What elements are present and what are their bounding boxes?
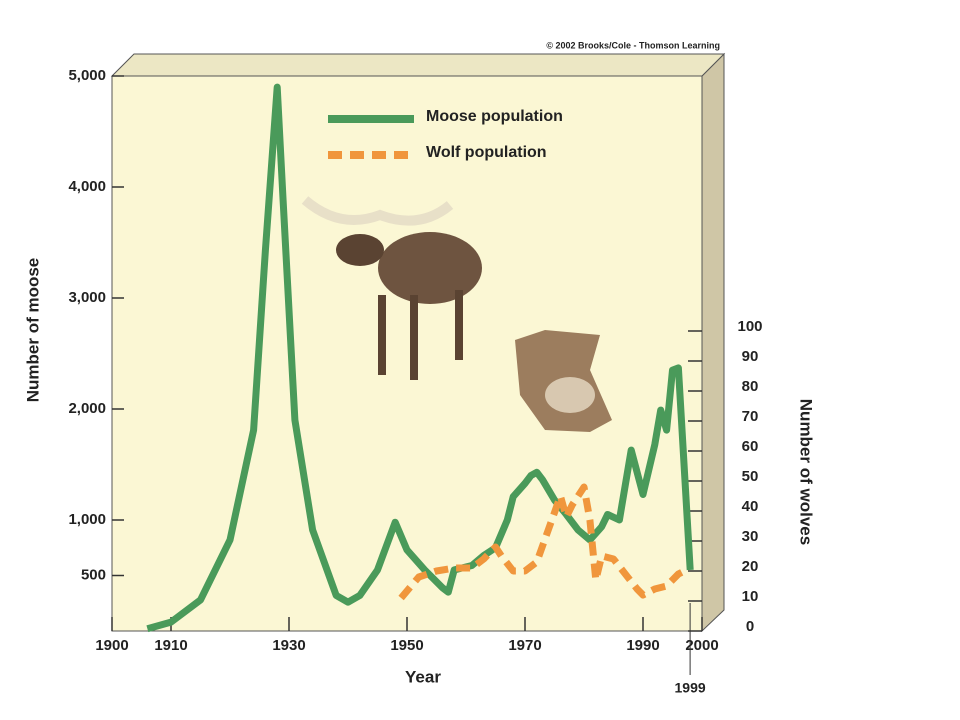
y-tick-label: 2,000 bbox=[68, 400, 106, 417]
x-tick-label: 1970 bbox=[508, 637, 541, 654]
x-tick-label: 2000 bbox=[685, 637, 718, 654]
y-tick-label: 5,000 bbox=[68, 67, 106, 84]
y-tick-label: 4,000 bbox=[68, 178, 106, 195]
credit: © 2002 Brooks/Cole - Thomson Learning bbox=[546, 40, 720, 50]
x-tick-label: 1910 bbox=[154, 637, 187, 654]
y2-tick-label: 50 bbox=[742, 468, 759, 485]
y-tick-label: 1,000 bbox=[68, 511, 106, 528]
x-tick-label: 1900 bbox=[95, 637, 128, 654]
moose-illustration bbox=[301, 196, 482, 380]
y2-tick-label: 70 bbox=[742, 408, 759, 425]
y-axis-title: Number of moose bbox=[23, 258, 42, 403]
legend-label: Moose population bbox=[426, 108, 563, 125]
y-tick-label: 500 bbox=[81, 566, 106, 583]
y2-tick-label: 60 bbox=[742, 438, 759, 455]
y2-tick-label: 100 bbox=[737, 318, 762, 335]
wolf-illustration bbox=[515, 330, 612, 432]
y2-tick-label: 80 bbox=[742, 378, 759, 395]
series-line bbox=[146, 83, 694, 633]
series-line bbox=[398, 483, 686, 601]
y2-tick-label: 30 bbox=[742, 528, 759, 545]
plot-area bbox=[111, 75, 703, 632]
y-tick-label: 3,000 bbox=[68, 289, 106, 306]
y2-tick-label: 40 bbox=[742, 498, 759, 515]
y2-tick-label: 20 bbox=[742, 558, 759, 575]
x-tick-label: 1950 bbox=[390, 637, 423, 654]
x-tick-label: 1990 bbox=[626, 637, 659, 654]
x-axis-title: Year bbox=[405, 667, 441, 686]
legend-label: Wolf population bbox=[426, 144, 547, 161]
y2-tick-label: 90 bbox=[742, 348, 759, 365]
x-tick-label: 1930 bbox=[272, 637, 305, 654]
y2-tick-label: 10 bbox=[742, 588, 759, 605]
y2-tick-label: 0 bbox=[746, 618, 754, 635]
y2-axis-title: Number of wolves bbox=[797, 399, 816, 545]
side-panel bbox=[701, 52, 725, 633]
annotation: 1999 bbox=[675, 680, 706, 696]
top-panel bbox=[110, 53, 726, 77]
